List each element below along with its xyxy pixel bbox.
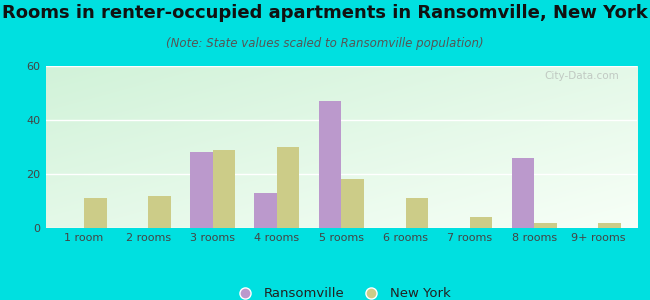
Legend: Ransomville, New York: Ransomville, New York — [227, 282, 456, 300]
Bar — [190, 152, 213, 228]
Bar — [277, 147, 300, 228]
Bar — [213, 150, 235, 228]
Bar — [148, 196, 171, 228]
Text: Rooms in renter-occupied apartments in Ransomville, New York: Rooms in renter-occupied apartments in R… — [2, 4, 648, 22]
Bar — [599, 223, 621, 228]
Text: City-Data.com: City-Data.com — [545, 71, 619, 81]
Bar — [512, 158, 534, 228]
Bar — [341, 179, 364, 228]
Bar — [84, 198, 107, 228]
Bar — [534, 223, 556, 228]
Bar — [318, 101, 341, 228]
Bar — [254, 193, 277, 228]
Text: (Note: State values scaled to Ransomville population): (Note: State values scaled to Ransomvill… — [166, 38, 484, 50]
Bar — [470, 217, 492, 228]
Bar — [406, 198, 428, 228]
